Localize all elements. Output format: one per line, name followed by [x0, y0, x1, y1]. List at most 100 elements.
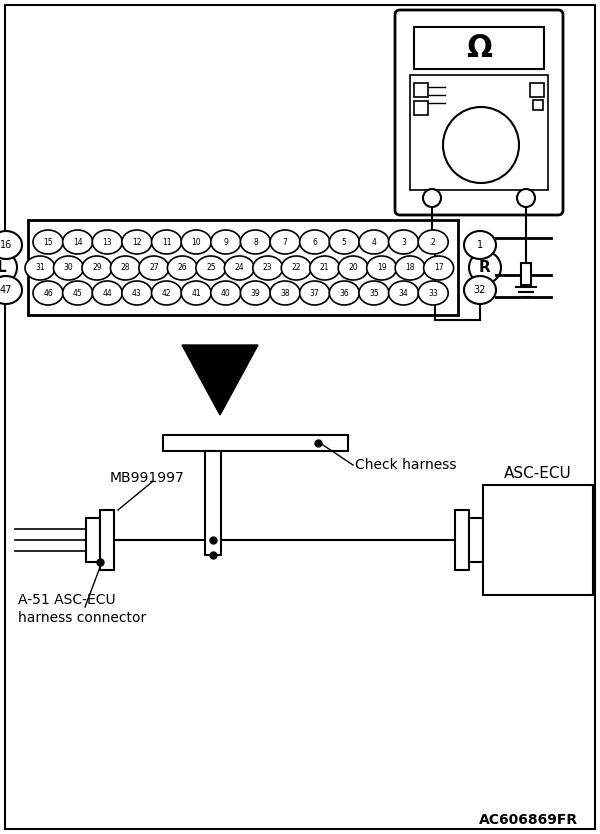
Ellipse shape [152, 230, 182, 254]
Ellipse shape [181, 230, 211, 254]
Text: 18: 18 [406, 264, 415, 273]
Ellipse shape [224, 256, 254, 280]
Bar [530, 83, 544, 97]
Text: harness connector: harness connector [18, 611, 146, 625]
Text: 24: 24 [235, 264, 244, 273]
Text: Check harness: Check harness [355, 458, 457, 472]
Text: 46: 46 [43, 289, 53, 298]
FancyBboxPatch shape [395, 10, 563, 215]
Text: R: R [479, 260, 491, 275]
Text: 25: 25 [206, 264, 215, 273]
Ellipse shape [241, 281, 271, 305]
Text: 2: 2 [431, 238, 436, 247]
Ellipse shape [62, 281, 92, 305]
Ellipse shape [367, 256, 397, 280]
Text: 12: 12 [132, 238, 142, 247]
Text: 21: 21 [320, 264, 329, 273]
Text: 45: 45 [73, 289, 83, 298]
Ellipse shape [82, 256, 112, 280]
Bar [205, 451, 221, 555]
Ellipse shape [0, 252, 17, 284]
Bar [521, 263, 531, 285]
Bar [469, 518, 483, 562]
Text: 27: 27 [149, 264, 159, 273]
Text: 31: 31 [35, 264, 45, 273]
Text: 47: 47 [0, 285, 12, 295]
Text: ASC-ECU: ASC-ECU [504, 465, 572, 480]
Ellipse shape [359, 230, 389, 254]
Ellipse shape [211, 230, 241, 254]
Bar [28, 220, 458, 315]
Text: 43: 43 [132, 289, 142, 298]
Text: 15: 15 [43, 238, 53, 247]
Ellipse shape [139, 256, 169, 280]
Circle shape [423, 189, 441, 207]
Ellipse shape [92, 281, 122, 305]
Text: 33: 33 [428, 289, 438, 298]
Ellipse shape [110, 256, 140, 280]
Ellipse shape [211, 281, 241, 305]
Text: 8: 8 [253, 238, 258, 247]
Text: 10: 10 [191, 238, 201, 247]
Text: MB991997: MB991997 [110, 471, 185, 485]
Text: 13: 13 [103, 238, 112, 247]
Text: 29: 29 [92, 264, 102, 273]
Text: 7: 7 [283, 238, 287, 247]
Bar [483, 485, 593, 595]
Bar [455, 510, 469, 570]
Ellipse shape [389, 230, 419, 254]
Bar [410, 75, 548, 190]
Text: Ω: Ω [466, 33, 492, 63]
Text: 34: 34 [398, 289, 409, 298]
Ellipse shape [395, 256, 425, 280]
Ellipse shape [464, 231, 496, 259]
Text: 26: 26 [178, 264, 187, 273]
Text: 5: 5 [342, 238, 347, 247]
Text: 28: 28 [121, 264, 130, 273]
Text: A-51 ASC-ECU: A-51 ASC-ECU [18, 593, 116, 607]
Text: 9: 9 [223, 238, 228, 247]
Ellipse shape [299, 281, 329, 305]
Bar [163, 435, 348, 451]
Ellipse shape [33, 281, 63, 305]
Text: 42: 42 [162, 289, 172, 298]
Ellipse shape [281, 256, 311, 280]
Ellipse shape [299, 230, 329, 254]
Ellipse shape [389, 281, 419, 305]
Ellipse shape [196, 256, 226, 280]
Text: 3: 3 [401, 238, 406, 247]
Ellipse shape [359, 281, 389, 305]
Text: 4: 4 [371, 238, 376, 247]
Ellipse shape [310, 256, 340, 280]
Text: 17: 17 [434, 264, 443, 273]
Bar [414, 83, 428, 97]
Text: 14: 14 [73, 238, 82, 247]
Text: 20: 20 [349, 264, 358, 273]
Ellipse shape [270, 230, 300, 254]
Text: 41: 41 [191, 289, 201, 298]
Polygon shape [182, 345, 258, 415]
Text: 40: 40 [221, 289, 230, 298]
Ellipse shape [329, 230, 359, 254]
Ellipse shape [329, 281, 359, 305]
Text: 44: 44 [103, 289, 112, 298]
Text: L: L [0, 260, 6, 275]
Text: 38: 38 [280, 289, 290, 298]
Text: 19: 19 [377, 264, 386, 273]
Ellipse shape [33, 230, 63, 254]
Ellipse shape [167, 256, 197, 280]
Text: 37: 37 [310, 289, 320, 298]
Ellipse shape [241, 230, 271, 254]
Ellipse shape [0, 276, 22, 304]
Ellipse shape [253, 256, 283, 280]
Text: 16: 16 [0, 240, 12, 250]
Ellipse shape [181, 281, 211, 305]
Ellipse shape [418, 281, 448, 305]
Ellipse shape [25, 256, 55, 280]
Text: AC606869FR: AC606869FR [479, 813, 578, 827]
Ellipse shape [122, 230, 152, 254]
Ellipse shape [62, 230, 92, 254]
Text: 22: 22 [292, 264, 301, 273]
Ellipse shape [152, 281, 182, 305]
Ellipse shape [424, 256, 454, 280]
